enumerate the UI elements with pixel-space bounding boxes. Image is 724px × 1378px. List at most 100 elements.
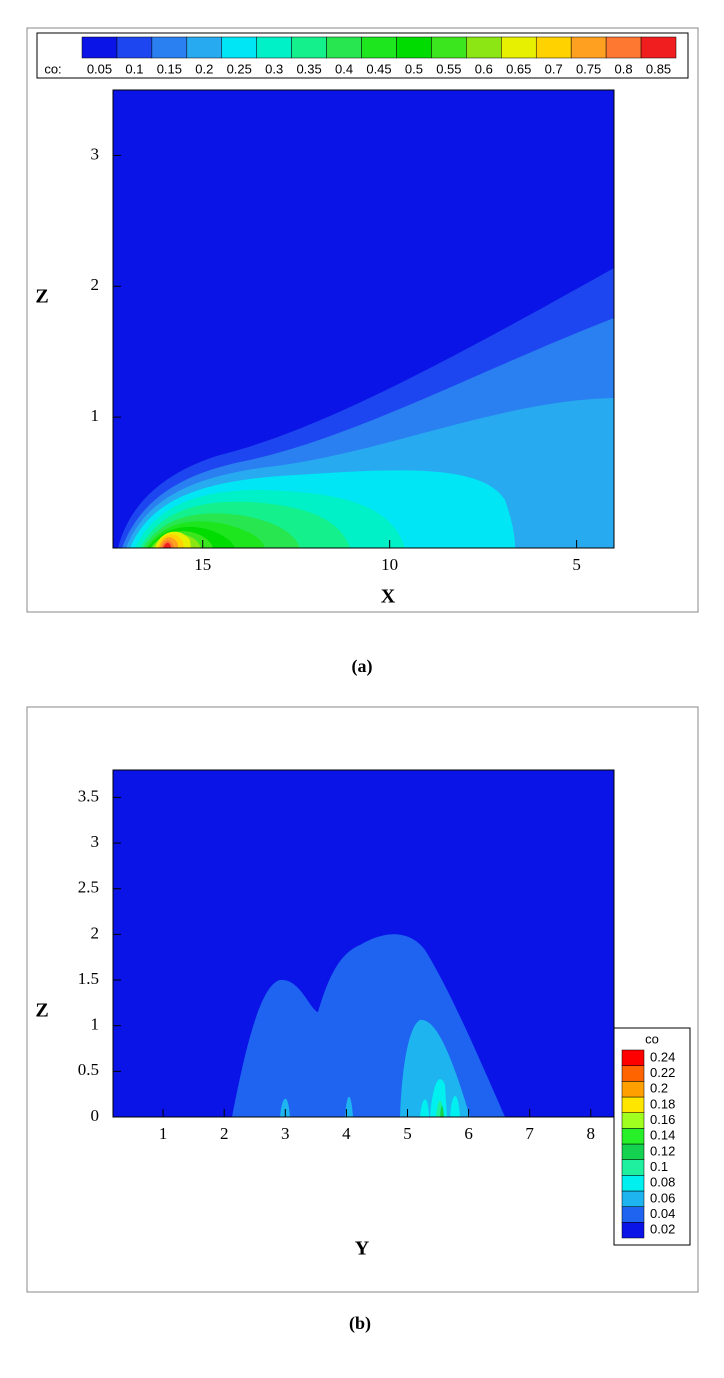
contour-region	[345, 1096, 353, 1117]
panel-frame	[26, 706, 699, 1293]
legend-label: 0.85	[646, 61, 671, 76]
legend-swatch	[570, 36, 607, 59]
legend-label: 0.2	[650, 1081, 668, 1096]
x-tick-label: 7	[525, 1124, 534, 1143]
legend-swatch	[501, 36, 537, 59]
legend-swatch	[640, 36, 677, 59]
legend-label: 0.65	[506, 61, 531, 76]
plot-border	[112, 89, 615, 549]
legend-label: 0.45	[366, 61, 391, 76]
contour-region	[450, 1095, 460, 1117]
legend-label: 0.6	[475, 61, 493, 76]
contour-region	[440, 1105, 444, 1117]
contour-region	[420, 1099, 429, 1117]
legend-label: 0.22	[650, 1065, 675, 1080]
y-tick-label: 2.5	[78, 878, 99, 897]
legend-swatch	[621, 1190, 645, 1207]
y-tick-label: 1.5	[78, 969, 99, 988]
y-tick-label: 3	[91, 832, 100, 851]
legend-swatch	[621, 1143, 645, 1160]
legend-title: co:	[44, 61, 61, 76]
legend-label: 0.25	[227, 61, 252, 76]
y-tick-label: 3	[91, 144, 100, 163]
x-tick-label: 1	[159, 1124, 168, 1143]
x-tick-label: 5	[403, 1124, 412, 1143]
contour-region	[163, 542, 171, 548]
legend-swatch	[621, 1175, 645, 1192]
x-tick-label: 5	[572, 555, 581, 574]
legend-swatch	[186, 36, 223, 59]
legend-label: 0.16	[650, 1112, 675, 1127]
x-tick-label: 2	[220, 1124, 229, 1143]
legend-swatch	[396, 36, 432, 59]
x-tick-label: 15	[194, 555, 211, 574]
legend-label: 0.12	[650, 1143, 675, 1158]
legend-swatch	[256, 36, 292, 59]
legend-swatch	[621, 1206, 645, 1223]
legend-swatch	[535, 36, 572, 59]
legend-label: 0.7	[545, 61, 563, 76]
plot-border	[112, 769, 615, 1118]
legend-label: 0.02	[650, 1222, 675, 1237]
legend-title: co	[645, 1031, 659, 1046]
legend-swatch	[221, 36, 257, 59]
legend-swatch	[151, 36, 188, 59]
legend-label: 0.1	[125, 61, 143, 76]
y-tick-label: 0	[91, 1106, 100, 1125]
legend-label: 0.04	[650, 1206, 675, 1221]
legend-swatch	[361, 36, 397, 59]
legend-swatch	[621, 1081, 645, 1098]
legend-label: 0.18	[650, 1096, 675, 1111]
legend-label: 0.05	[87, 61, 112, 76]
legend-label: 0.75	[576, 61, 601, 76]
y-tick-label: 1	[91, 1015, 100, 1034]
legend-label: 0.24	[650, 1049, 675, 1064]
legend-swatch	[621, 1096, 645, 1113]
legend-swatch	[621, 1049, 645, 1066]
x-tick-label: 8	[587, 1124, 596, 1143]
legend-label: 0.55	[436, 61, 461, 76]
legend-swatch	[291, 36, 327, 59]
legend-swatch	[621, 1128, 645, 1145]
y-tick-label: 1	[91, 406, 100, 425]
y-tick-label: 0.5	[78, 1060, 99, 1079]
legend-swatch	[326, 36, 362, 59]
contour-region	[280, 1098, 290, 1117]
legend-label: 0.06	[650, 1190, 675, 1205]
legend-label: 0.5	[405, 61, 423, 76]
caption: (b)	[349, 1313, 371, 1334]
legend-swatch	[621, 1222, 645, 1239]
legend-label: 0.3	[265, 61, 283, 76]
panel-frame	[26, 27, 699, 613]
contour-region	[400, 1019, 470, 1117]
legend-label: 0.4	[335, 61, 353, 76]
legend-label: 0.14	[650, 1128, 675, 1143]
y-tick-label: 3.5	[78, 786, 99, 805]
legend-label: 0.35	[296, 61, 321, 76]
caption: (a)	[352, 656, 373, 677]
legend-label: 0.8	[615, 61, 633, 76]
legend-swatch	[621, 1159, 645, 1176]
legend-label: 0.15	[157, 61, 182, 76]
legend-swatch	[431, 36, 467, 59]
legend-swatch	[81, 36, 118, 59]
x-tick-label: 3	[281, 1124, 290, 1143]
legend-swatch	[116, 36, 153, 59]
legend-label: 0.1	[650, 1159, 668, 1174]
legend-swatch	[621, 1065, 645, 1082]
legend-label: 0.08	[650, 1175, 675, 1190]
y-axis-label: Z	[35, 286, 48, 308]
x-tick-label: 6	[464, 1124, 473, 1143]
y-tick-label: 2	[91, 275, 100, 294]
legend-swatch	[605, 36, 642, 59]
y-tick-label: 2	[91, 923, 100, 942]
x-tick-label: 4	[342, 1124, 351, 1143]
legend-swatch	[621, 1112, 645, 1129]
y-axis-label: Z	[35, 1000, 48, 1022]
x-axis-label: Y	[355, 1238, 370, 1260]
legend-swatch	[466, 36, 502, 59]
x-axis-label: X	[381, 586, 396, 608]
legend-label: 0.2	[195, 61, 213, 76]
x-tick-label: 10	[381, 555, 398, 574]
